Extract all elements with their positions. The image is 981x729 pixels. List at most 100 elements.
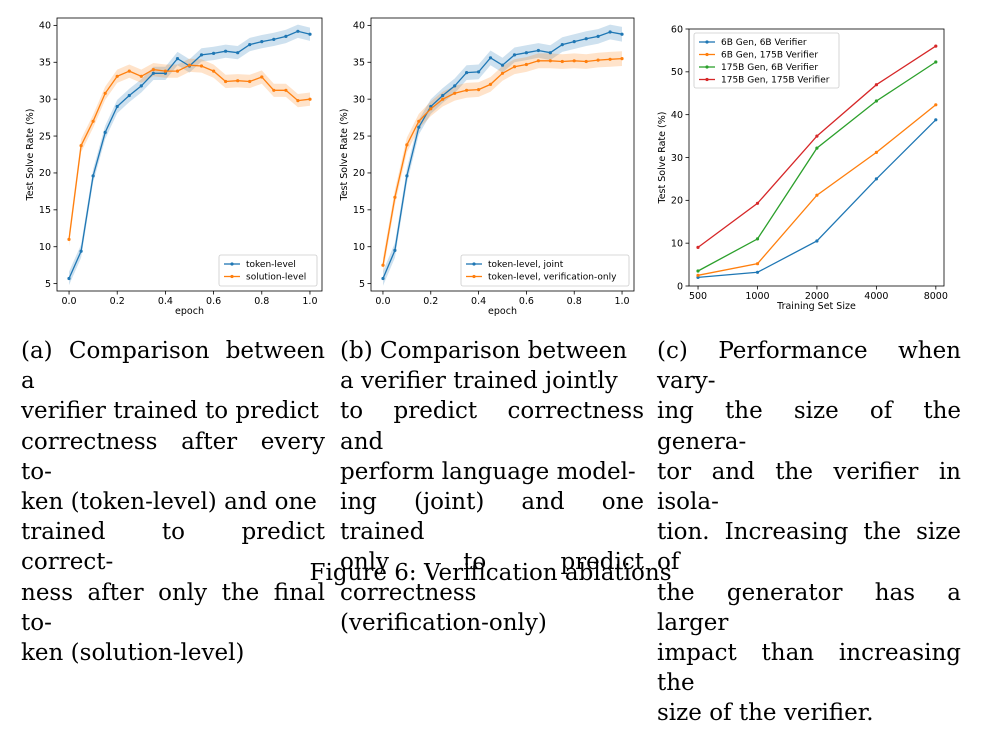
data-point	[608, 57, 612, 61]
y-tick-label: 35	[353, 58, 365, 69]
x-axis-label: Training Set Size	[776, 301, 856, 312]
legend-box	[693, 32, 840, 89]
data-point	[696, 273, 700, 277]
y-tick-label: 20	[671, 196, 683, 207]
data-point	[596, 58, 600, 62]
data-point	[175, 57, 180, 61]
x-tick-label: 0.8	[567, 296, 582, 307]
data-point	[488, 56, 493, 60]
data-point	[187, 63, 192, 67]
subcaption-c: (c) Performance when vary- ing the size …	[657, 336, 961, 729]
y-tick-label: 0	[677, 281, 683, 292]
data-point	[453, 84, 457, 88]
data-point	[405, 143, 409, 147]
subcaption-b-line: a verifier trained jointly	[340, 368, 618, 395]
data-point	[477, 70, 481, 74]
data-point	[79, 144, 83, 148]
series-band	[383, 24, 622, 286]
x-tick-label: 0.6	[206, 296, 221, 307]
chart-a: 0.0 0.2 0.4 0.6 0.8 1.0 5 10 15 20 25 30 35 40 epoch Te…	[25, 17, 323, 317]
data-point	[212, 51, 216, 56]
y-tick-label: 35	[39, 58, 51, 69]
data-point	[477, 88, 481, 92]
y-tick-label: 40	[671, 110, 683, 121]
x-tick-label: 1.0	[614, 296, 629, 307]
data-point	[79, 249, 83, 253]
y-tick-label: 30	[353, 94, 365, 105]
x-tick-label: 0.0	[61, 296, 76, 307]
x-axis-label: epoch	[488, 306, 517, 317]
y-tick-label: 25	[39, 131, 51, 142]
y-tick-label: 10	[671, 238, 683, 249]
subcaption-c-line: (c) Performance when vary-	[657, 338, 961, 395]
data-point	[308, 32, 312, 36]
y-tick-label: 10	[39, 242, 51, 253]
data-point	[163, 69, 167, 73]
data-point	[127, 93, 131, 98]
data-point	[815, 146, 819, 150]
figure: 0.0 0.2 0.4 0.6 0.8 1.0 5 10 15 20 25 30 35 40 epoch Te…	[25, 17, 948, 317]
data-point	[224, 79, 228, 84]
data-point	[815, 239, 819, 243]
data-point	[260, 75, 264, 79]
data-point	[296, 99, 300, 103]
legend-label: 6B Gen, 6B Verifier	[721, 38, 807, 48]
data-point	[67, 276, 71, 281]
data-point	[874, 99, 879, 103]
data-point	[560, 43, 564, 47]
chart-b: 0.0 0.2 0.4 0.6 0.8 1.0 5 10 15 20 25 30 35 40 epoch Te…	[339, 17, 635, 317]
data-point	[874, 177, 879, 181]
subcaption-c-line: size of the verifier.	[657, 700, 874, 727]
data-point	[548, 59, 552, 63]
x-tick-label: 0.8	[254, 296, 269, 307]
subcaption-b-line: perform language model-	[340, 458, 636, 485]
data-point	[620, 57, 624, 61]
data-point	[393, 248, 397, 252]
x-tick-label: 1.0	[302, 296, 317, 307]
legend-swatch-marker	[705, 65, 709, 69]
y-tick-label: 25	[353, 131, 365, 142]
data-point	[500, 71, 505, 75]
data-point	[127, 69, 131, 73]
x-tick-label: 0.6	[519, 296, 534, 307]
data-point	[512, 53, 517, 57]
x-tick-label: 2000	[805, 291, 829, 302]
data-point	[151, 68, 155, 72]
data-point	[91, 119, 95, 123]
series-line	[382, 57, 623, 266]
data-point	[572, 40, 576, 44]
data-point	[620, 32, 624, 36]
legend-label: token-level	[246, 260, 296, 270]
subcaption-a-line: ken (token-level) and one	[21, 489, 317, 516]
data-point	[248, 79, 252, 84]
data-point	[815, 193, 819, 197]
y-tick-label: 40	[39, 21, 51, 32]
x-axis-label: epoch	[175, 306, 204, 317]
legend-swatch-marker	[230, 262, 234, 266]
y-tick-label: 20	[353, 168, 365, 179]
data-point	[572, 59, 576, 63]
legend-box	[460, 254, 630, 287]
legend-label: token-level, verification-only	[488, 273, 617, 283]
data-point	[260, 40, 264, 44]
y-tick-label: 30	[671, 153, 683, 164]
y-axis-label: Test Solve Rate (%)	[339, 109, 350, 202]
legend-label: 175B Gen, 175B Verifier	[721, 76, 830, 86]
data-point	[212, 69, 216, 73]
data-point	[163, 71, 167, 75]
series-line	[697, 104, 937, 276]
data-point	[524, 51, 529, 55]
data-point	[934, 44, 938, 48]
data-point	[103, 130, 107, 134]
subcaption-b-line: ing (joint) and one trained	[340, 489, 644, 546]
subcaption-a-line: ness after only the final to-	[21, 579, 325, 636]
subcaption-c-line: the generator has a larger	[657, 579, 961, 636]
data-point	[608, 30, 612, 34]
data-point	[91, 174, 95, 178]
data-point	[934, 103, 938, 107]
data-point	[696, 269, 700, 273]
y-tick-label: 40	[353, 21, 365, 32]
data-point	[199, 53, 204, 57]
legend-label: 6B Gen, 175B Verifier	[721, 51, 818, 61]
legend-swatch-marker	[705, 52, 709, 57]
